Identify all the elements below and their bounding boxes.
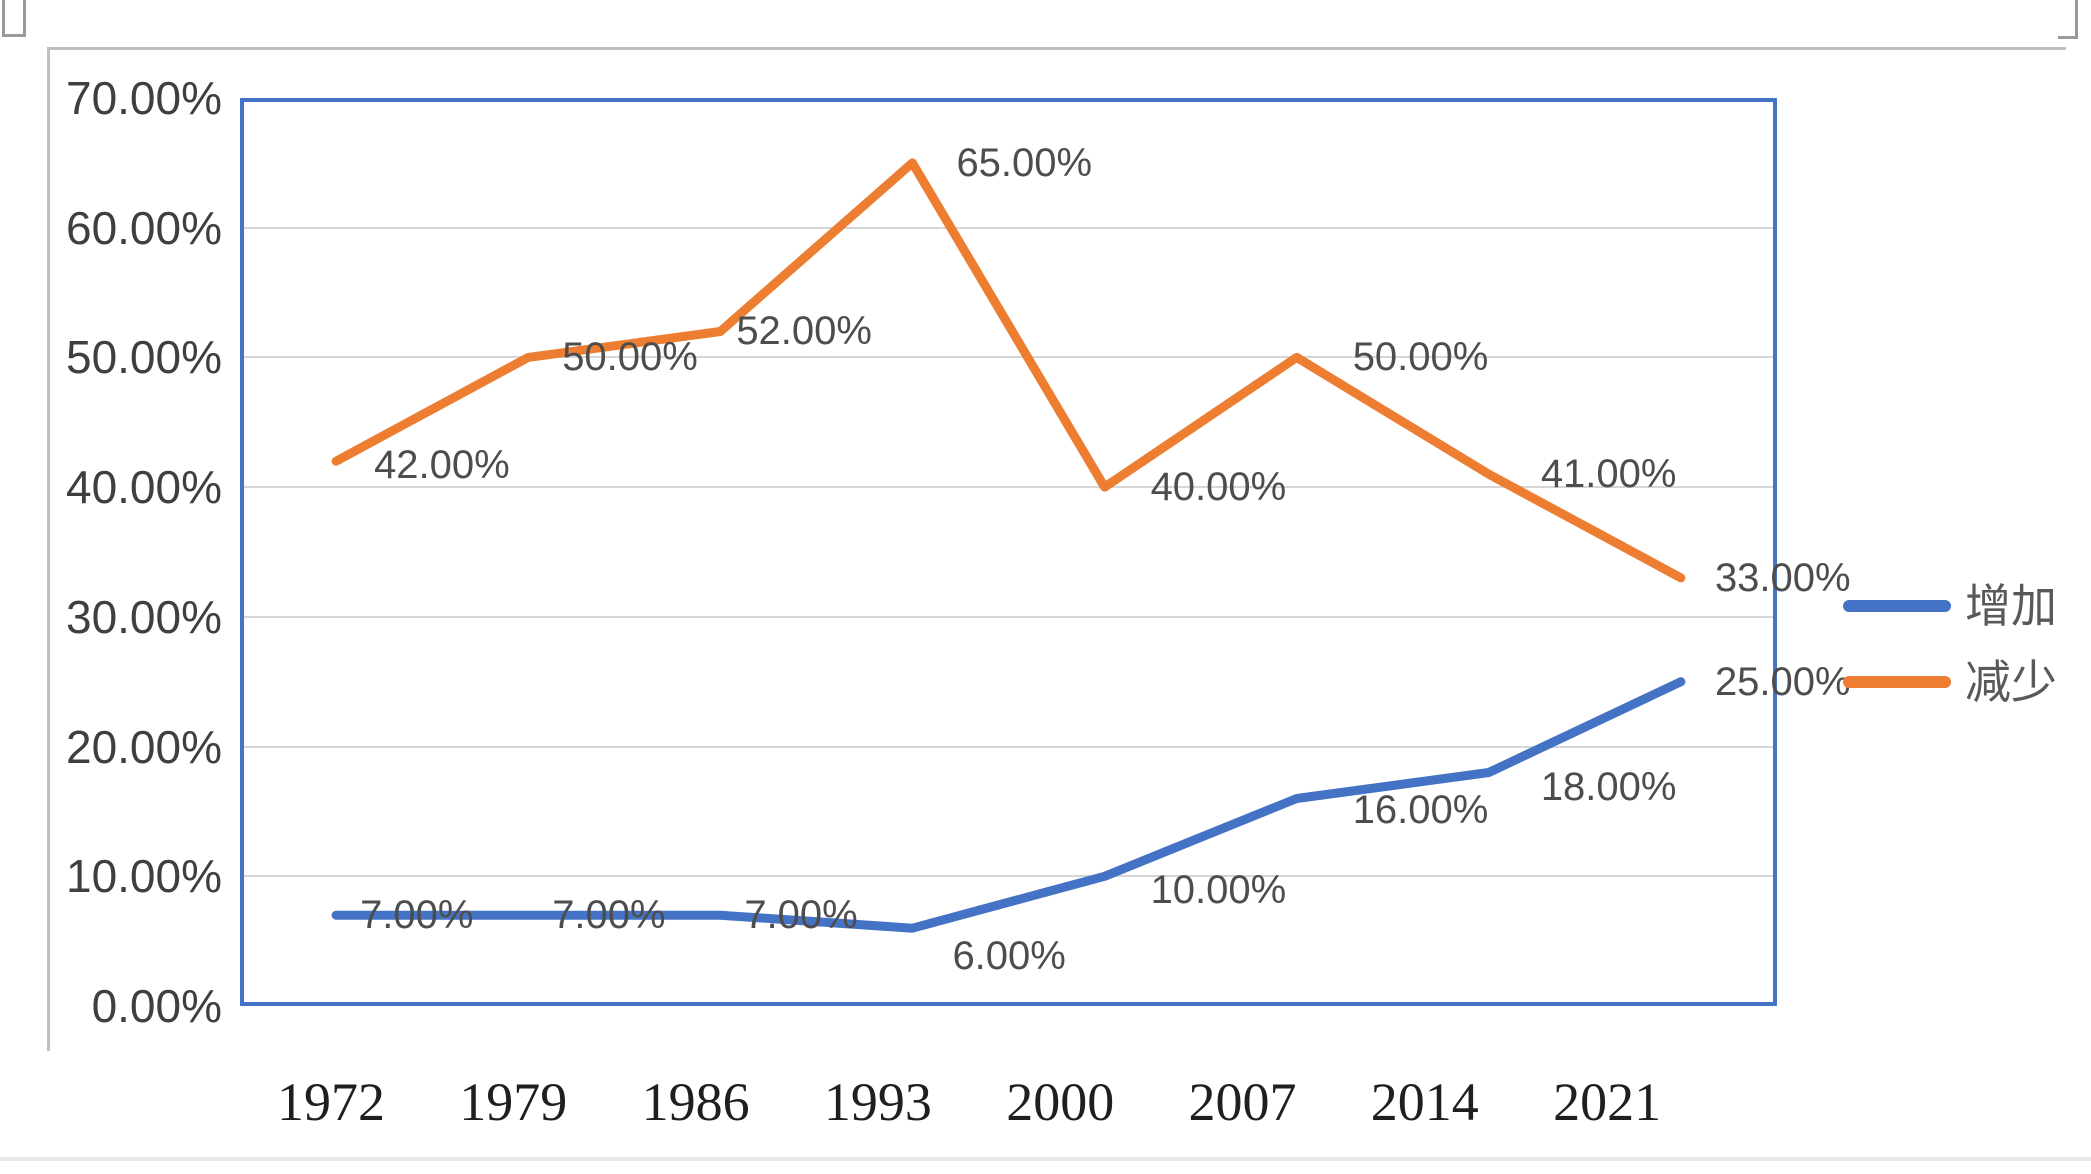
data-label: 40.00%: [1150, 465, 1287, 510]
data-label: 25.00%: [1714, 659, 1851, 704]
data-label: 7.00%: [552, 893, 666, 938]
data-label: 65.00%: [956, 140, 1093, 185]
bottom-divider-line: [0, 1157, 2091, 1161]
data-label: 7.00%: [360, 893, 474, 938]
data-label: 10.00%: [1150, 868, 1287, 913]
y-tick-label: 10.00%: [65, 850, 222, 903]
legend-swatch-1: [1843, 676, 1951, 688]
x-tick-label: 1993: [823, 1072, 932, 1132]
x-tick-label: 2007: [1188, 1072, 1297, 1132]
y-tick-label: 30.00%: [65, 590, 222, 643]
y-tick-label: 40.00%: [65, 461, 222, 514]
x-tick-label: 1979: [459, 1072, 568, 1132]
chart-container-frame: [47, 47, 2066, 1051]
legend-item: 增加: [1843, 578, 2057, 634]
y-tick-label: 60.00%: [65, 201, 222, 254]
x-tick-label: 1972: [277, 1072, 385, 1132]
data-label: 18.00%: [1540, 764, 1677, 809]
data-label: 7.00%: [744, 893, 858, 938]
data-label: 50.00%: [1352, 335, 1489, 380]
legend-item: 减少: [1843, 654, 2057, 710]
data-label: 6.00%: [952, 934, 1066, 979]
y-tick-label: 50.00%: [65, 331, 222, 384]
top-right-corner-bracket: [2058, 0, 2078, 39]
data-label: 41.00%: [1540, 452, 1677, 497]
data-label: 16.00%: [1352, 788, 1489, 833]
legend-label-0: 增加: [1965, 580, 2057, 632]
x-tick-label: 2000: [1006, 1072, 1115, 1132]
x-tick-label: 2014: [1370, 1072, 1479, 1132]
x-tick-label: 1986: [641, 1072, 750, 1132]
data-label: 33.00%: [1714, 555, 1851, 600]
top-left-corner-bracket: [2, 0, 26, 37]
data-label: 42.00%: [374, 443, 510, 488]
y-tick-label: 0.00%: [91, 980, 222, 1032]
y-tick-label: 20.00%: [65, 720, 222, 773]
gridline: [243, 615, 1774, 618]
y-tick-label: 70.00%: [65, 72, 222, 124]
x-tick-label: 2021: [1553, 1072, 1662, 1132]
legend-label-1: 减少: [1965, 656, 2057, 708]
data-label: 52.00%: [736, 309, 872, 354]
legend-swatch-0: [1843, 600, 1951, 612]
data-label: 50.00%: [562, 335, 698, 380]
plot-area-border: [240, 98, 1777, 1006]
